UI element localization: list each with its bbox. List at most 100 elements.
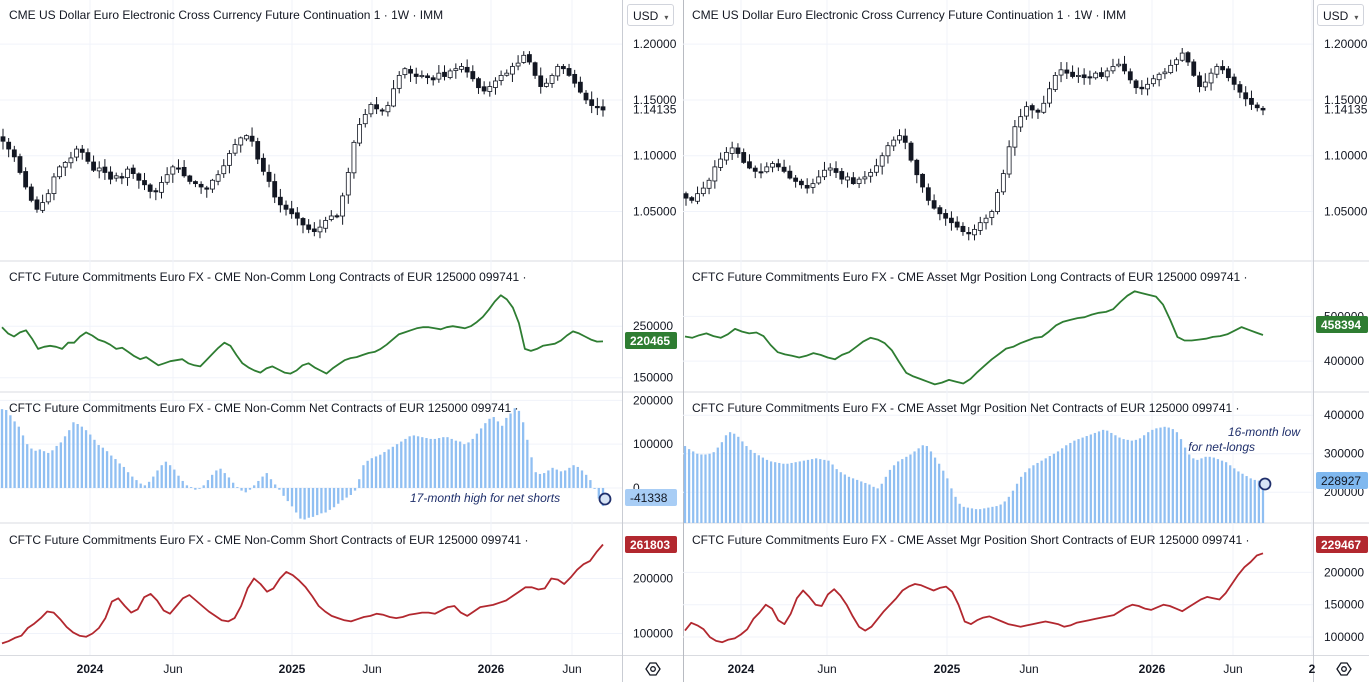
net-bar <box>1102 429 1105 523</box>
candle <box>317 226 323 233</box>
net-bar <box>593 487 596 489</box>
net-bar <box>1204 456 1207 523</box>
candle <box>1231 76 1237 85</box>
candle <box>306 224 312 230</box>
net-bar <box>683 446 687 523</box>
candle <box>1064 69 1070 74</box>
net-bar <box>76 424 79 488</box>
candle <box>1202 81 1208 88</box>
net-bar <box>1261 481 1265 523</box>
candle <box>770 163 775 168</box>
candle <box>1208 72 1214 84</box>
candle <box>943 213 949 219</box>
candle <box>379 109 385 112</box>
net-bar <box>868 484 871 523</box>
net-bar <box>387 449 390 488</box>
net-bar <box>463 444 466 488</box>
net-bar <box>761 457 765 523</box>
candle <box>215 174 221 182</box>
candle <box>125 168 130 179</box>
net-bar <box>383 452 386 488</box>
candle <box>1220 66 1226 71</box>
net-bar <box>547 470 550 488</box>
net-bar <box>458 441 462 488</box>
indicator-title: CFTC Future Commitments Euro FX - CME As… <box>692 533 1250 547</box>
candle <box>1035 109 1041 113</box>
net-bar <box>745 446 748 523</box>
net-bar <box>987 507 990 523</box>
candle <box>328 215 334 220</box>
y-tick-label: 400000 <box>1324 408 1364 422</box>
candle <box>949 217 954 224</box>
candle <box>227 153 232 166</box>
candle <box>1133 80 1139 89</box>
candle <box>17 156 23 173</box>
net-bar <box>248 487 252 490</box>
last-price-label: 1.14135 <box>1324 103 1368 117</box>
net-bar <box>51 450 54 488</box>
x-tick-label: Jun <box>562 662 581 676</box>
currency-label: USD <box>633 9 659 23</box>
candle <box>1018 116 1024 128</box>
net-bar <box>416 436 420 488</box>
y-tick-label: 300000 <box>1324 447 1364 461</box>
candle <box>1075 75 1081 78</box>
candle <box>504 72 510 76</box>
net-bar <box>30 448 33 488</box>
net-bar <box>597 487 600 499</box>
net-bar <box>1085 436 1088 523</box>
candle <box>391 88 396 107</box>
last-value-badge <box>625 489 677 506</box>
net-bar <box>152 476 155 488</box>
net-bar <box>311 487 315 517</box>
candle <box>300 218 306 226</box>
net-bar <box>42 451 46 488</box>
net-bar <box>0 409 4 488</box>
net-bar <box>1040 460 1043 523</box>
candle <box>764 166 770 173</box>
candle <box>0 136 6 142</box>
candle <box>972 228 977 236</box>
candlestick-series <box>683 47 1266 241</box>
net-bar <box>400 441 403 488</box>
net-bar <box>484 423 487 488</box>
long-contracts-line <box>1 294 604 375</box>
net-bar <box>543 473 546 488</box>
candle <box>11 149 17 158</box>
net-bar <box>341 487 344 501</box>
net-bar <box>1048 456 1051 523</box>
net-bar <box>13 421 16 488</box>
y-tick-label: 250000 <box>633 319 673 333</box>
net-bar <box>572 465 575 488</box>
candle <box>902 135 908 143</box>
net-bar <box>1151 429 1154 523</box>
net-bar <box>884 476 887 523</box>
net-bar <box>185 485 189 488</box>
net-bar <box>253 485 256 488</box>
candle <box>289 208 295 215</box>
net-bar <box>68 430 71 488</box>
net-bar <box>991 506 994 523</box>
candle <box>1243 92 1249 100</box>
candle <box>577 81 583 93</box>
net-bar <box>345 487 348 498</box>
net-bar <box>724 435 728 523</box>
net-bar <box>59 442 62 488</box>
candle <box>493 80 498 88</box>
candle <box>159 182 164 193</box>
currency-selector[interactable]: USD ▾ <box>627 4 675 26</box>
gear-icon[interactable] <box>1336 661 1352 677</box>
candle <box>572 73 578 84</box>
y-tick-label: 1.15000 <box>633 93 677 107</box>
candle <box>527 54 532 63</box>
net-bar <box>370 458 373 488</box>
net-bar <box>89 434 92 488</box>
net-bar <box>80 426 84 488</box>
currency-selector[interactable]: USD ▾ <box>1317 4 1365 26</box>
net-bar <box>798 461 801 523</box>
net-bar <box>168 465 172 488</box>
net-bar <box>492 417 495 488</box>
gear-icon[interactable] <box>645 661 661 677</box>
net-bar <box>823 459 826 523</box>
net-bar <box>917 448 920 523</box>
